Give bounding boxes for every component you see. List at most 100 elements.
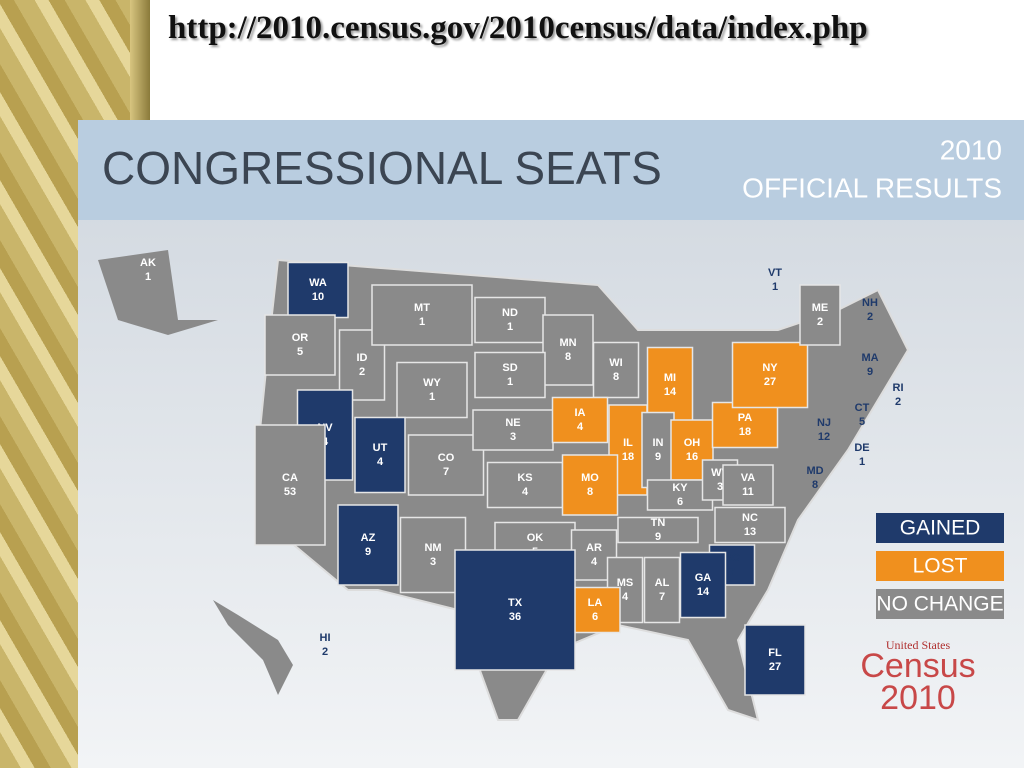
state-seats: 5 (859, 416, 865, 428)
source-url: http://2010.census.gov/2010census/data/i… (168, 10, 868, 46)
state-abbr: ID (357, 352, 368, 364)
state-abbr: AZ (361, 532, 376, 544)
state-abbr: RI (893, 382, 904, 394)
state-seats: 18 (739, 426, 751, 438)
state-seats: 4 (622, 591, 629, 603)
state-seats: 14 (664, 386, 677, 398)
state-abbr: VA (741, 472, 756, 484)
state-abbr: AK (140, 257, 156, 269)
state-seats: 3 (430, 556, 436, 568)
state-seats: 7 (443, 466, 449, 478)
map-graphic: CONGRESSIONAL SEATS 2010 OFFICIAL RESULT… (78, 120, 1024, 768)
state-abbr: MD (806, 465, 823, 477)
state-seats: 9 (867, 366, 873, 378)
state-seats: 2 (895, 396, 901, 408)
state-seats: 1 (507, 321, 513, 333)
state-seats: 6 (592, 611, 598, 623)
state-region (617, 516, 699, 544)
state-abbr: AR (586, 542, 602, 554)
state-region (744, 624, 806, 696)
alaska-shape (98, 250, 218, 335)
state-seats: 1 (772, 281, 778, 293)
state-region (371, 284, 473, 346)
state-seats: 11 (742, 486, 754, 498)
state-abbr: TX (508, 597, 523, 609)
state-region (542, 314, 594, 386)
state-seats: 4 (522, 486, 529, 498)
state-region (569, 586, 621, 634)
state-seats: 27 (769, 661, 781, 673)
state-region (570, 529, 618, 581)
state-region (354, 416, 406, 494)
state-seats: 10 (312, 291, 324, 303)
state-abbr: IA (575, 407, 586, 419)
state-abbr: GA (695, 572, 712, 584)
state-seats: 9 (365, 546, 371, 558)
state-abbr: IL (623, 437, 633, 449)
subtitle: OFFICIAL RESULTS (742, 172, 1002, 203)
state-region (486, 461, 564, 509)
state-abbr: MT (414, 302, 430, 314)
state-region (679, 551, 727, 619)
state-region (396, 361, 468, 419)
state-seats: 2 (867, 311, 873, 323)
state-abbr: SD (502, 362, 517, 374)
state-abbr: SC (724, 552, 739, 564)
state-seats: 6 (677, 496, 683, 508)
state-abbr: ND (502, 307, 518, 319)
state-region (646, 479, 714, 511)
state-seats: 4 (577, 421, 584, 433)
state-seats: 1 (419, 316, 425, 328)
state-region (799, 284, 841, 346)
state-region (592, 341, 640, 399)
state-region (711, 401, 779, 449)
state-abbr: CT (855, 402, 870, 414)
state-region (264, 314, 336, 376)
state-seats: 4 (591, 556, 598, 568)
state-seats: 9 (655, 531, 661, 543)
state-region (407, 434, 485, 496)
hawaii-shape (213, 600, 293, 695)
census-logo-year: 2010 (880, 679, 956, 717)
state-seats: 14 (697, 586, 710, 598)
state-abbr: VT (768, 267, 782, 279)
legend-label: GAINED (900, 517, 981, 540)
state-region (474, 296, 546, 344)
state-abbr: OR (292, 332, 309, 344)
state-abbr: CA (282, 472, 298, 484)
state-region (551, 396, 609, 444)
state-seats: 18 (622, 451, 634, 463)
state-seats: 1 (429, 391, 435, 403)
state-seats: 2 (817, 316, 823, 328)
header-band (78, 120, 1024, 220)
state-abbr: MI (664, 372, 676, 384)
state-region (722, 464, 774, 506)
state-abbr: KY (672, 482, 688, 494)
state-seats: 36 (509, 611, 521, 623)
state-seats: 4 (377, 456, 384, 468)
state-region (646, 346, 694, 424)
state-seats: 7 (659, 591, 665, 603)
state-abbr: NJ (817, 417, 831, 429)
state-region (287, 261, 349, 319)
state-seats: 53 (284, 486, 296, 498)
state-abbr: NM (424, 542, 441, 554)
state-abbr: HI (320, 632, 331, 644)
legend-swatch (876, 513, 1004, 543)
legend-label: LOST (913, 555, 968, 578)
state-seats: 2 (359, 366, 365, 378)
state-abbr: WA (309, 277, 327, 289)
state-abbr: PA (738, 412, 753, 424)
state-region (454, 549, 576, 671)
state-seats: 8 (565, 351, 571, 363)
state-abbr: MN (559, 337, 576, 349)
state-seats: 5 (297, 346, 303, 358)
state-seats: 12 (818, 431, 830, 443)
state-region (731, 341, 809, 409)
state-seats: 3 (717, 481, 723, 493)
state-region (714, 506, 786, 544)
state-abbr: MO (581, 472, 599, 484)
state-abbr: MA (861, 352, 878, 364)
state-seats: 8 (587, 486, 593, 498)
